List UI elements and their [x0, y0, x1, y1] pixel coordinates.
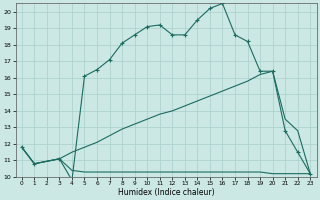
X-axis label: Humidex (Indice chaleur): Humidex (Indice chaleur)	[118, 188, 214, 197]
